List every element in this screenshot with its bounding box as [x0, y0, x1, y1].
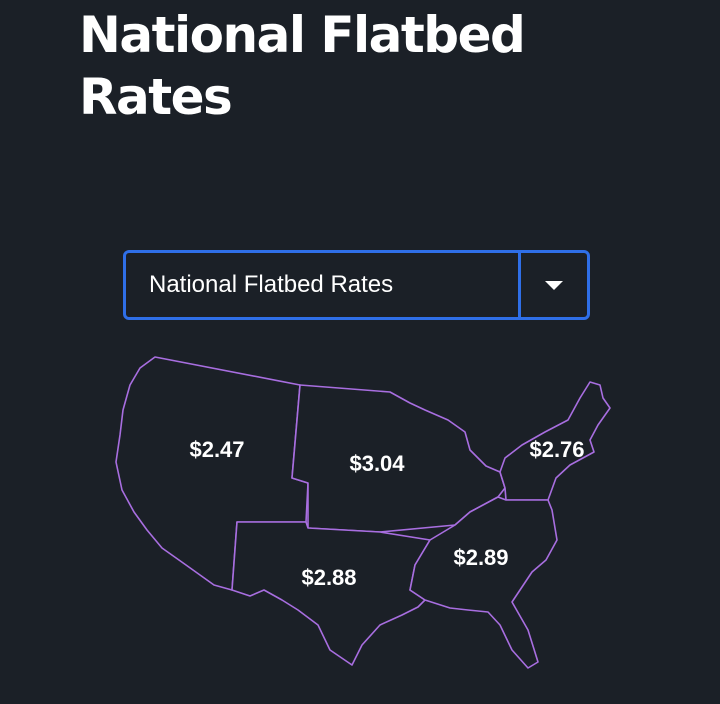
region-southeast[interactable]: [409, 496, 558, 669]
rate-label-southwest: $2.88: [301, 565, 356, 590]
us-region-map: $2.47 $3.04 $2.76 $2.88 $2.89: [115, 356, 611, 669]
rate-label-northeast: $2.76: [529, 437, 584, 462]
rate-label-southeast: $2.89: [453, 545, 508, 570]
rate-label-midwest: $3.04: [349, 451, 405, 476]
region-southwest[interactable]: [231, 521, 431, 666]
region-select[interactable]: National Flatbed Rates: [123, 250, 590, 320]
chevron-down-icon: [545, 280, 563, 290]
region-select-toggle[interactable]: [518, 253, 587, 317]
page-title: National Flatbed Rates: [79, 6, 526, 126]
region-select-value: National Flatbed Rates: [149, 271, 394, 298]
rate-label-west: $2.47: [189, 437, 244, 462]
